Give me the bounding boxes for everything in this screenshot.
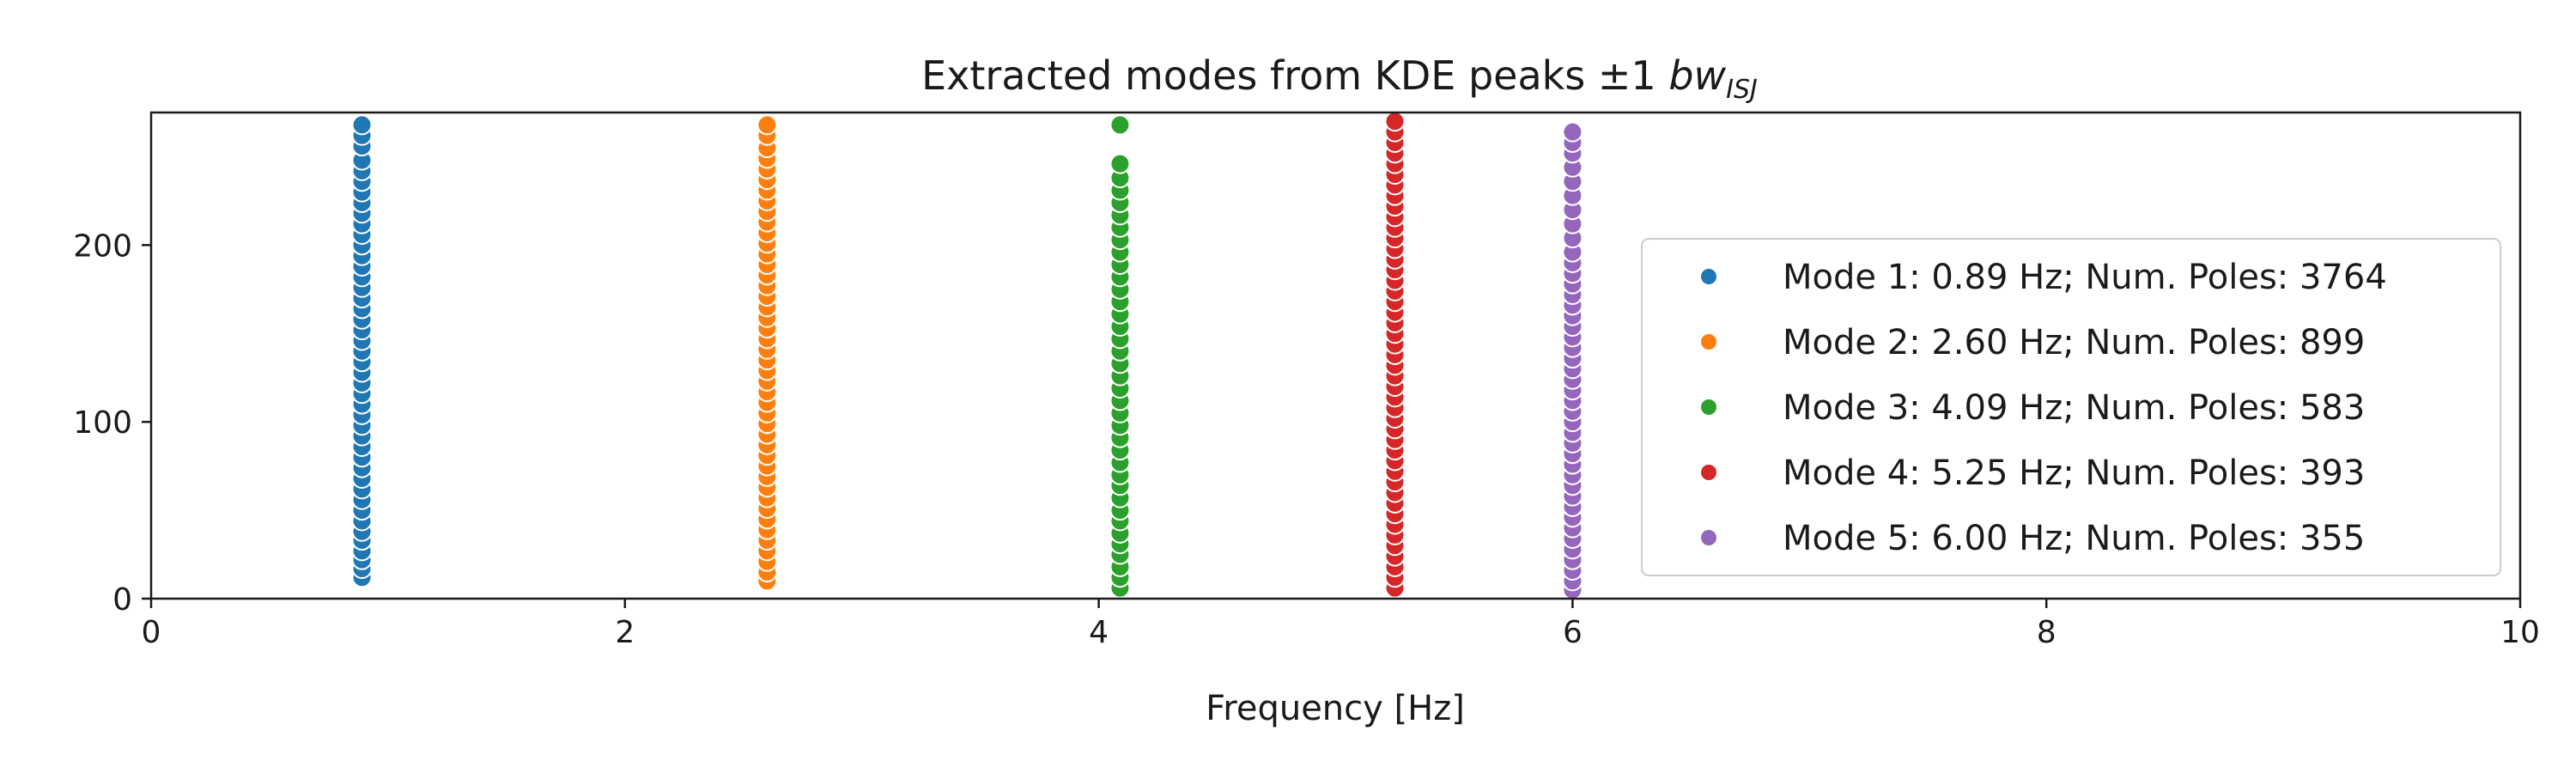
legend-item: Mode 2: 2.60 Hz; Num. Poles: 899 bbox=[1699, 323, 2365, 362]
x-tick-label: 4 bbox=[1089, 615, 1109, 650]
legend-marker bbox=[1699, 528, 1718, 547]
x-axis: 0 2 4 6 8 10 bbox=[142, 599, 2540, 650]
y-tick-label: 200 bbox=[73, 228, 132, 264]
x-tick-label: 6 bbox=[1563, 615, 1583, 650]
data-point bbox=[756, 114, 778, 136]
data-points bbox=[351, 111, 1583, 600]
data-point bbox=[1109, 114, 1131, 136]
legend-label: Mode 1: 0.89 Hz; Num. Poles: 3764 bbox=[1783, 258, 2387, 297]
series-4 bbox=[1384, 111, 1406, 599]
legend-label: Mode 5: 6.00 Hz; Num. Poles: 355 bbox=[1783, 519, 2365, 558]
data-point bbox=[1384, 111, 1406, 132]
chart-title-subscript: ISJ bbox=[1726, 75, 1758, 105]
y-tick-label: 0 bbox=[112, 582, 132, 618]
series-1 bbox=[351, 114, 373, 588]
legend-label: Mode 2: 2.60 Hz; Num. Poles: 899 bbox=[1783, 323, 2365, 362]
x-axis-title: Frequency [Hz] bbox=[1206, 689, 1465, 728]
x-tick-label: 0 bbox=[142, 615, 161, 650]
chart-title-group: Extracted modes from KDE peaks ±1 bwISJ bbox=[921, 52, 1758, 105]
legend-marker bbox=[1699, 398, 1718, 417]
legend-frame bbox=[1641, 238, 2501, 576]
legend-item: Mode 4: 5.25 Hz; Num. Poles: 393 bbox=[1699, 453, 2365, 493]
legend: Mode 1: 0.89 Hz; Num. Poles: 3764 Mode 2:… bbox=[1641, 238, 2501, 576]
chart-title-math: bw bbox=[1668, 52, 1726, 99]
series-2 bbox=[756, 114, 778, 592]
series-3 bbox=[1109, 114, 1131, 599]
legend-item: Mode 5: 6.00 Hz; Num. Poles: 355 bbox=[1699, 519, 2365, 558]
legend-item: Mode 1: 0.89 Hz; Num. Poles: 3764 bbox=[1699, 258, 2387, 297]
chart-title: Extracted modes from KDE peaks ±1 bwISJ bbox=[921, 52, 1758, 105]
data-point bbox=[1109, 153, 1131, 174]
x-tick-label: 8 bbox=[2037, 615, 2057, 650]
x-tick-label: 10 bbox=[2500, 615, 2540, 650]
legend-marker bbox=[1699, 332, 1718, 351]
legend-marker bbox=[1699, 463, 1718, 482]
chart-title-main: Extracted modes from KDE peaks ±1 bbox=[921, 52, 1668, 99]
legend-item: Mode 3: 4.09 Hz; Num. Poles: 583 bbox=[1699, 388, 2365, 428]
data-point bbox=[1562, 121, 1583, 143]
data-point bbox=[351, 114, 373, 136]
series-5 bbox=[1562, 121, 1583, 600]
y-tick-label: 100 bbox=[73, 405, 132, 441]
legend-label: Mode 4: 5.25 Hz; Num. Poles: 393 bbox=[1783, 453, 2365, 493]
legend-label: Mode 3: 4.09 Hz; Num. Poles: 583 bbox=[1783, 388, 2365, 428]
x-tick-label: 2 bbox=[615, 615, 635, 650]
legend-marker bbox=[1699, 267, 1718, 286]
y-axis: 0 100 200 bbox=[73, 228, 151, 618]
plot-frame bbox=[149, 111, 2522, 600]
